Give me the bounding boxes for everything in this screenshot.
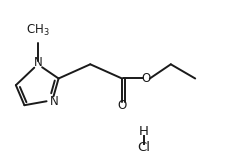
Text: CH$_3$: CH$_3$ (26, 23, 50, 38)
Text: N: N (50, 95, 59, 108)
Text: O: O (117, 99, 127, 112)
Text: Cl: Cl (137, 141, 151, 154)
Text: H: H (139, 125, 149, 138)
Text: N: N (33, 56, 42, 69)
Text: O: O (142, 72, 151, 85)
